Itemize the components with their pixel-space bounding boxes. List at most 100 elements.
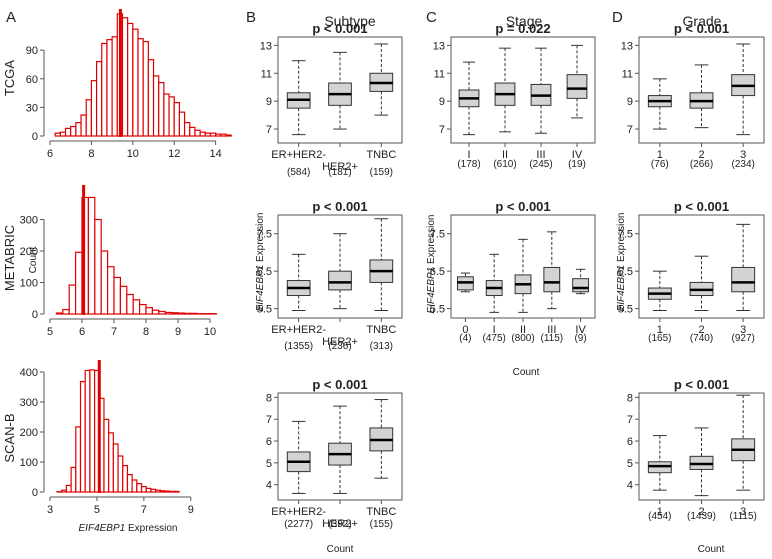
y-tick-label: 7.5: [257, 229, 272, 241]
histogram-bar: [65, 484, 72, 493]
p-value-label: p < 0.001: [312, 199, 367, 214]
box-y-axis-label-stage: EIF4EBP1 Expression: [426, 215, 437, 314]
sample-size-label: (454): [648, 511, 671, 522]
plot-frame: [450, 36, 596, 144]
y-tick-label: 4: [266, 480, 272, 492]
panel-label-c: C: [426, 9, 437, 26]
sample-size-label: (234): [731, 159, 754, 170]
hist-y-axis-label: Count: [28, 246, 39, 273]
category-label: 3: [740, 506, 746, 518]
boxplot-subtype-scanb: p < 0.001 4 5 6 7 8 ER+HER2-(2277) HER2+(392) TN…: [266, 377, 403, 530]
panel-label-b: B: [246, 9, 256, 26]
histogram-bar: [117, 455, 124, 493]
category-label: 0: [462, 324, 468, 336]
x-tick-label: 9: [188, 504, 194, 516]
histogram-bar: [70, 466, 77, 493]
y-tick-label: 5.5: [257, 304, 272, 316]
y-tick-label: 8: [627, 392, 633, 404]
category-label: 2: [698, 506, 704, 518]
row-label-scanb: SCAN-B: [2, 413, 17, 462]
box-x-axis-count-grade: Count: [698, 544, 725, 555]
category-label: I: [493, 324, 496, 336]
histogram-bar: [169, 490, 175, 493]
histogram-bar: [190, 312, 198, 315]
histogram-bar: [59, 131, 67, 137]
sample-size-label: (1439): [687, 511, 716, 522]
panel-label-d: D: [612, 9, 623, 26]
x-tick-label: 12: [168, 148, 180, 160]
histogram-bar: [84, 369, 91, 493]
box-iqr: [543, 266, 561, 293]
histogram-bar: [194, 129, 201, 137]
box-y-axis-label-grade: EIF4EBP1 Expression: [616, 213, 627, 312]
category-label: 2: [698, 149, 704, 161]
histogram-bar: [136, 483, 143, 493]
category-label: 2: [698, 324, 704, 336]
panel-label-a: A: [6, 9, 16, 26]
histogram-bar: [183, 122, 191, 137]
histogram-bar: [151, 309, 160, 315]
histogram-bar: [140, 486, 147, 493]
y-tick-label: 11: [261, 68, 272, 80]
histogram-bar: [87, 196, 96, 315]
y-tick-label: 13: [433, 40, 445, 52]
category-label: ER+HER2-: [271, 149, 326, 161]
category-label: HER2+: [322, 161, 358, 173]
category-label: II: [502, 149, 508, 161]
y-tick-label: 30: [26, 102, 38, 114]
sample-size-label: (800): [511, 333, 534, 344]
box-y-axis-gene-stage: EIF4EBP1: [426, 267, 437, 314]
sample-size-label: (236): [328, 341, 351, 352]
histogram-bar: [158, 81, 165, 137]
x-tick-label: 5: [47, 326, 53, 338]
histogram-bar: [204, 132, 212, 137]
p-value-label: p < 0.001: [312, 21, 367, 36]
histogram-bar: [54, 132, 61, 137]
sample-size-label: (584): [287, 167, 310, 178]
histogram-bar: [75, 426, 82, 493]
y-tick-label: 13: [621, 40, 633, 52]
histogram-bar: [173, 102, 181, 137]
y-tick-label: 90: [26, 45, 38, 57]
histogram-bar: [68, 284, 77, 315]
histogram-bar: [122, 465, 129, 493]
category-label: III: [547, 324, 556, 336]
sample-size-label: (181): [328, 167, 351, 178]
histogram-bar: [142, 40, 149, 137]
histogram-bar: [199, 131, 206, 137]
hist-x-axis-word: Expression: [125, 523, 177, 534]
histogram-bar: [113, 276, 122, 315]
category-label: 1: [657, 324, 663, 336]
y-tick-label: 6.5: [430, 266, 445, 278]
sample-size-label: (9): [574, 333, 586, 344]
x-tick-label: 6: [79, 326, 85, 338]
histogram-bar: [163, 93, 170, 137]
category-label: IV: [572, 149, 583, 161]
histogram-bar: [152, 75, 160, 137]
box-y-axis-word-grade: Expression: [616, 213, 627, 265]
histogram-bar: [155, 489, 161, 493]
histogram-bar: [61, 489, 68, 493]
boxplot-stage-metabric: p < 0.001 5.5 6.5 7.5 0(4) I(475) II(800) III(1…: [430, 199, 596, 344]
category-label: TNBC: [366, 324, 396, 336]
p-value-label: p < 0.001: [312, 377, 367, 392]
histogram-bar: [79, 381, 86, 493]
category-label: HER2+: [322, 336, 358, 348]
hist-x-axis-label: EIF4EBP1 Expression: [79, 523, 178, 534]
p-value-label: p < 0.001: [674, 21, 729, 36]
boxplot-grade-tcga: p < 0.001 7 9 11 13 1(76) 2(266) 3(234): [621, 21, 765, 170]
histogram-bar: [178, 111, 186, 137]
box-y-axis-gene-grade: EIF4EBP1: [616, 265, 627, 312]
category-label: III: [536, 149, 545, 161]
box-y-axis-word-stage: Expression: [426, 215, 437, 267]
histogram-bar: [177, 312, 186, 315]
histogram-bar: [189, 126, 196, 137]
sample-size-label: (4): [459, 333, 471, 344]
x-tick-label: 10: [204, 326, 216, 338]
y-tick-label: 5.5: [430, 304, 445, 316]
y-tick-label: 11: [434, 68, 445, 80]
y-tick-label: 0: [32, 131, 38, 143]
y-tick-label: 4: [627, 480, 633, 492]
x-tick-label: 7: [111, 326, 117, 338]
histogram-bar: [85, 99, 93, 137]
